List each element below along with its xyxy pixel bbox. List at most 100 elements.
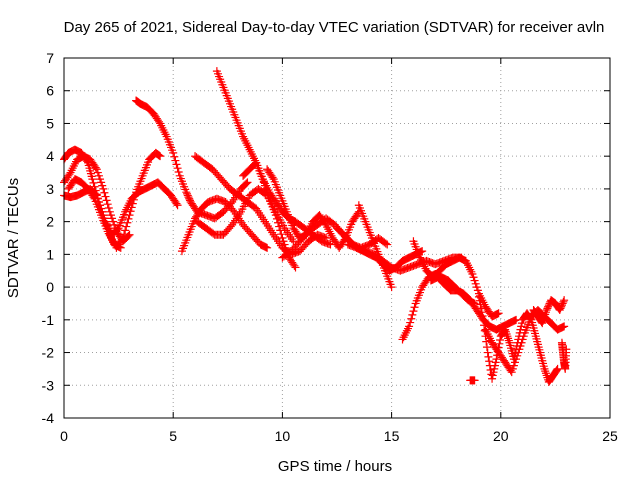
data-point: [109, 217, 118, 226]
data-point: [480, 321, 489, 330]
data-point: [484, 352, 493, 361]
data-point: [93, 168, 102, 177]
plot-frame: [63, 57, 611, 419]
y-tick-label: 6: [46, 83, 54, 99]
data-point: [100, 188, 109, 197]
data-point: [116, 243, 125, 252]
data-point: [124, 214, 133, 223]
y-axis-label: SDTVAR / TECUs: [5, 178, 22, 298]
data-point: [515, 345, 524, 354]
data-point: [185, 194, 194, 203]
data-point: [542, 306, 551, 314]
data-point: [490, 361, 499, 370]
data-point: [278, 234, 287, 242]
data-point: [490, 364, 499, 373]
x-tick-label: 20: [493, 428, 509, 444]
data-point: [512, 355, 521, 364]
y-tick-label: -4: [42, 410, 55, 426]
data-point: [504, 336, 513, 345]
data-point: [410, 303, 419, 312]
data-point: [387, 283, 396, 292]
data-point: [406, 318, 415, 327]
data-point: [170, 152, 179, 161]
data-point: [104, 204, 113, 212]
data-point: [291, 263, 300, 272]
data-point: [473, 286, 482, 295]
data-point: [183, 191, 192, 200]
x-tick-label: 15: [384, 428, 400, 444]
data-point: [518, 335, 527, 344]
data-point: [274, 218, 283, 227]
data-point: [172, 160, 181, 169]
data-point: [103, 200, 112, 209]
data-point: [552, 366, 561, 374]
data-point: [560, 322, 569, 331]
data-point: [472, 283, 481, 292]
data-point: [507, 368, 516, 377]
data-point: [517, 322, 526, 331]
data-point: [263, 243, 272, 252]
series-arc-3: [60, 152, 134, 246]
data-point: [557, 301, 566, 310]
data-point: [173, 201, 182, 210]
data-point: [122, 222, 131, 231]
y-tick-label: 1: [46, 246, 54, 262]
data-point: [477, 304, 486, 313]
x-tick-label: 10: [275, 428, 291, 444]
data-point: [475, 296, 484, 305]
data-point: [477, 308, 486, 317]
data-point: [268, 173, 277, 182]
series-arc-22: [529, 296, 569, 328]
data-point: [488, 371, 497, 380]
data-point: [553, 364, 562, 373]
data-point: [97, 178, 106, 187]
data-point: [482, 343, 491, 352]
data-point: [479, 315, 488, 324]
data-point: [517, 319, 526, 328]
data-point: [508, 364, 517, 373]
data-point: [259, 178, 268, 187]
y-tick-label: 3: [46, 181, 54, 197]
data-point: [91, 163, 100, 172]
grid-layer: [64, 58, 610, 418]
data-point: [275, 222, 284, 231]
data-point: [276, 226, 285, 235]
data-point: [184, 193, 193, 202]
data-point: [557, 302, 566, 311]
x-tick-label: 25: [602, 428, 618, 444]
data-point: [491, 358, 500, 367]
data-point: [516, 342, 525, 350]
data-point: [470, 376, 479, 385]
data-layer: [60, 67, 571, 386]
x-tick-label: 0: [60, 428, 68, 444]
data-point: [519, 332, 528, 341]
data-point: [264, 191, 273, 200]
series-arc-18: [426, 273, 521, 334]
data-point: [99, 184, 108, 193]
data-point: [485, 357, 494, 366]
data-point: [407, 314, 416, 323]
y-tick-label: 0: [46, 279, 54, 295]
data-point: [558, 299, 567, 308]
data-point: [90, 182, 99, 191]
data-point: [106, 211, 115, 220]
data-point: [89, 178, 98, 187]
data-point: [96, 175, 105, 184]
data-point: [559, 297, 568, 306]
data-point: [476, 300, 485, 309]
data-point: [281, 243, 290, 252]
data-point: [89, 193, 98, 202]
series-arc-17: [409, 237, 503, 321]
data-point: [156, 152, 165, 161]
data-point: [381, 239, 390, 248]
series-arc-23: [557, 338, 571, 373]
data-point: [277, 230, 286, 239]
chart-title: Day 265 of 2021, Sidereal Day-to-day VTE…: [64, 19, 605, 36]
data-point: [243, 178, 252, 187]
data-point: [242, 179, 251, 188]
data-point: [469, 273, 478, 282]
data-point: [174, 168, 183, 176]
data-point: [482, 337, 491, 346]
data-point: [272, 214, 281, 223]
